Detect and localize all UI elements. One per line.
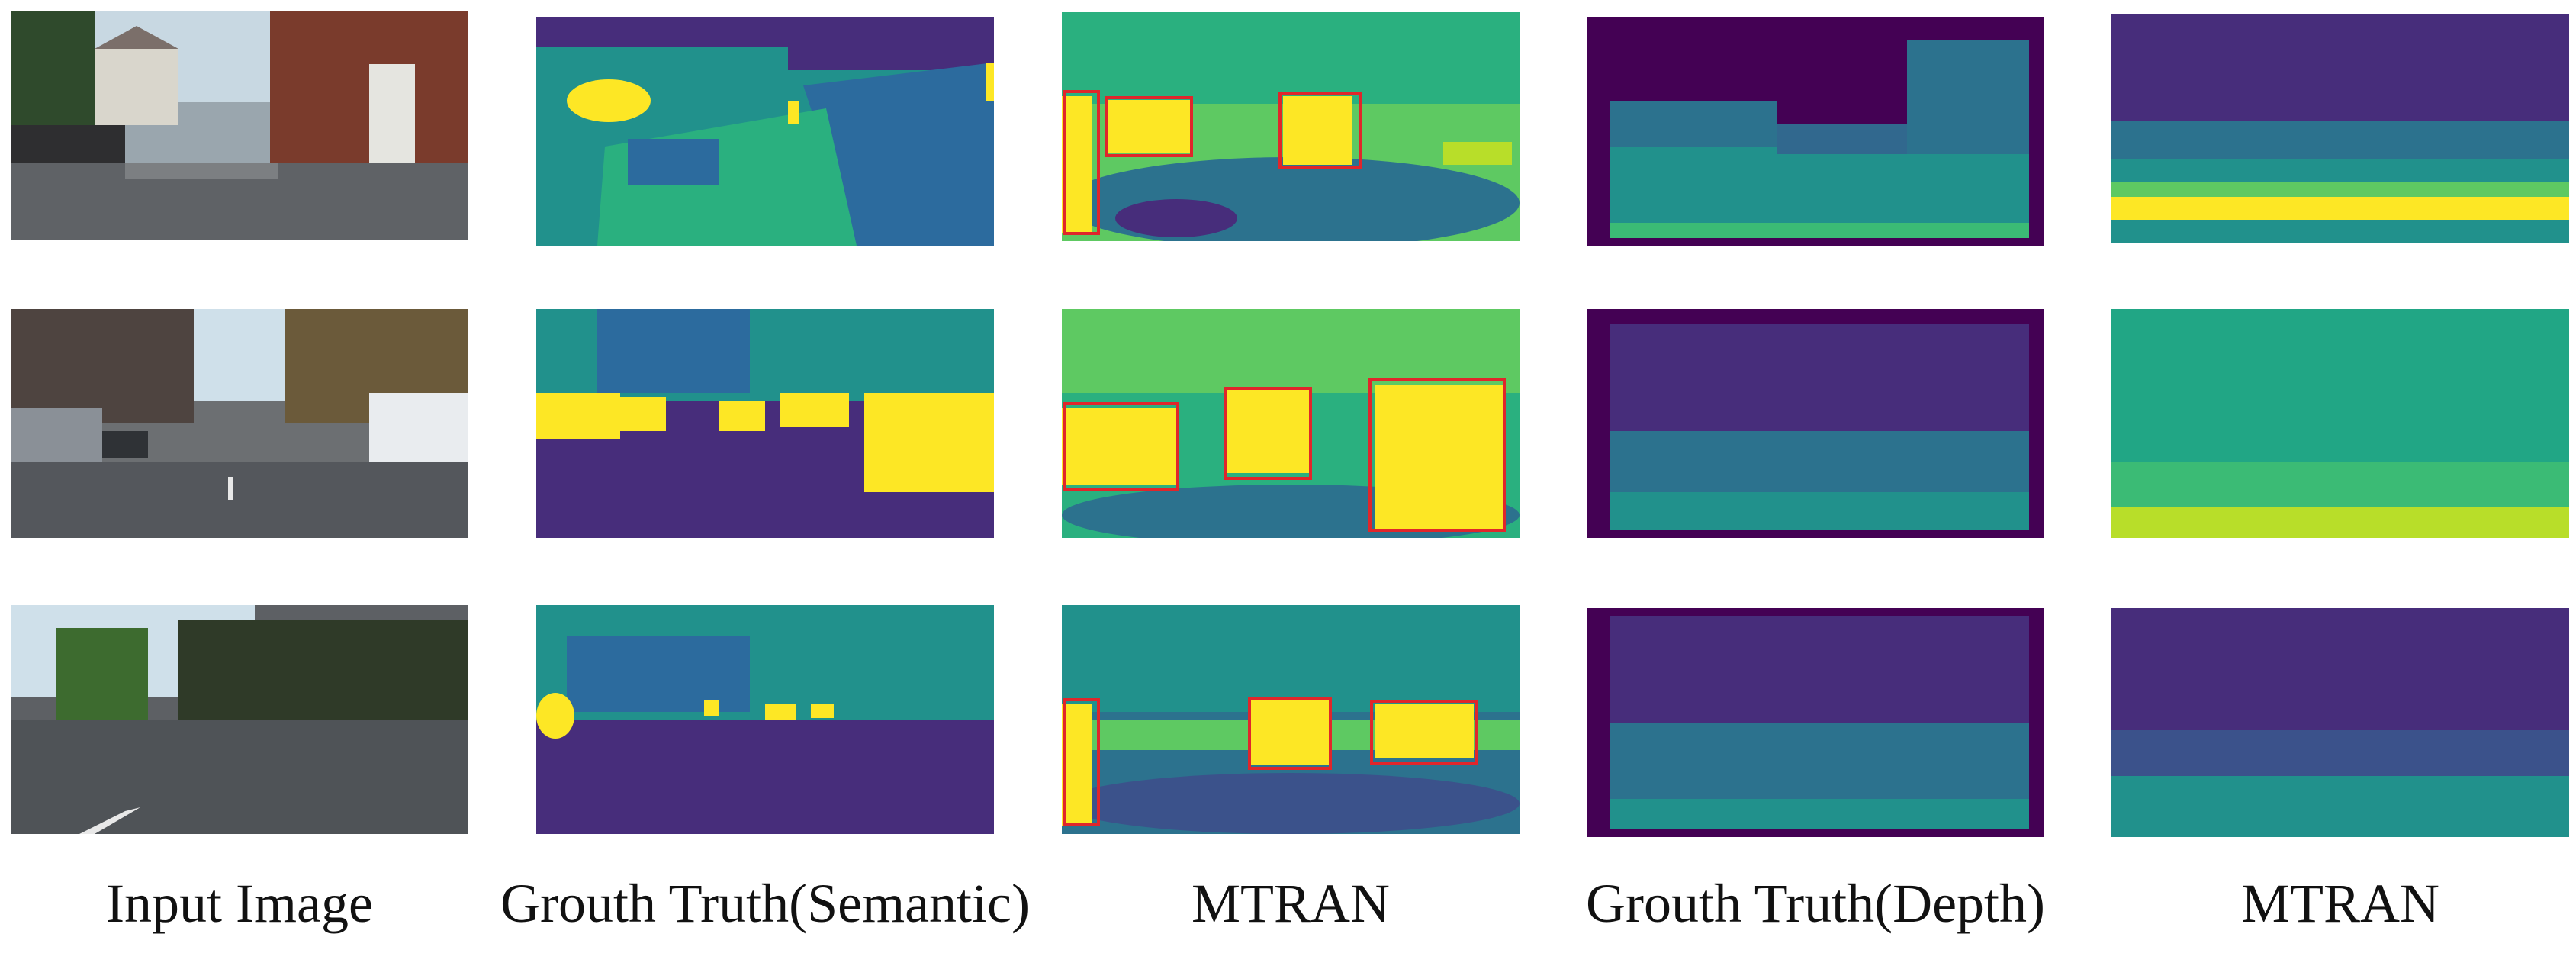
row2-highlight-box-3	[1368, 378, 1506, 532]
row1-highlight-box-3	[1278, 92, 1362, 169]
row1-mtran-depth	[2111, 14, 2569, 243]
row2-mtran-semantic	[1062, 309, 1520, 538]
row2-mtran-depth	[2111, 309, 2569, 538]
row2-input-image	[11, 309, 468, 538]
caption-gt-depth: Grouth Truth(Depth)	[1585, 873, 2045, 934]
row3-highlight-box-3	[1370, 700, 1478, 765]
row1-gt-depth	[1587, 17, 2044, 246]
caption-input-image: Input Image	[106, 873, 373, 934]
row1-highlight-box-2	[1105, 96, 1193, 157]
row1-input-image	[11, 11, 468, 240]
row3-gt-semantic	[536, 605, 994, 834]
row2-gt-depth	[1587, 309, 2044, 538]
caption-gt-semantic: Grouth Truth(Semantic)	[500, 873, 1030, 934]
row1-mtran-semantic	[1062, 12, 1520, 241]
row3-highlight-box-1	[1063, 698, 1100, 826]
row1-highlight-box-1	[1063, 90, 1100, 235]
row3-highlight-box-2	[1248, 697, 1332, 770]
row3-input-image	[11, 605, 468, 834]
row2-gt-semantic	[536, 309, 994, 538]
row3-mtran-depth	[2111, 608, 2569, 837]
row2-highlight-box-1	[1063, 402, 1179, 491]
row3-gt-depth	[1587, 608, 2044, 837]
row2-highlight-box-2	[1224, 387, 1312, 480]
row3-mtran-semantic	[1062, 605, 1520, 834]
caption-mtran-semantic: MTRAN	[1191, 873, 1390, 934]
row1-gt-semantic	[536, 17, 994, 246]
caption-mtran-depth: MTRAN	[2240, 873, 2439, 934]
